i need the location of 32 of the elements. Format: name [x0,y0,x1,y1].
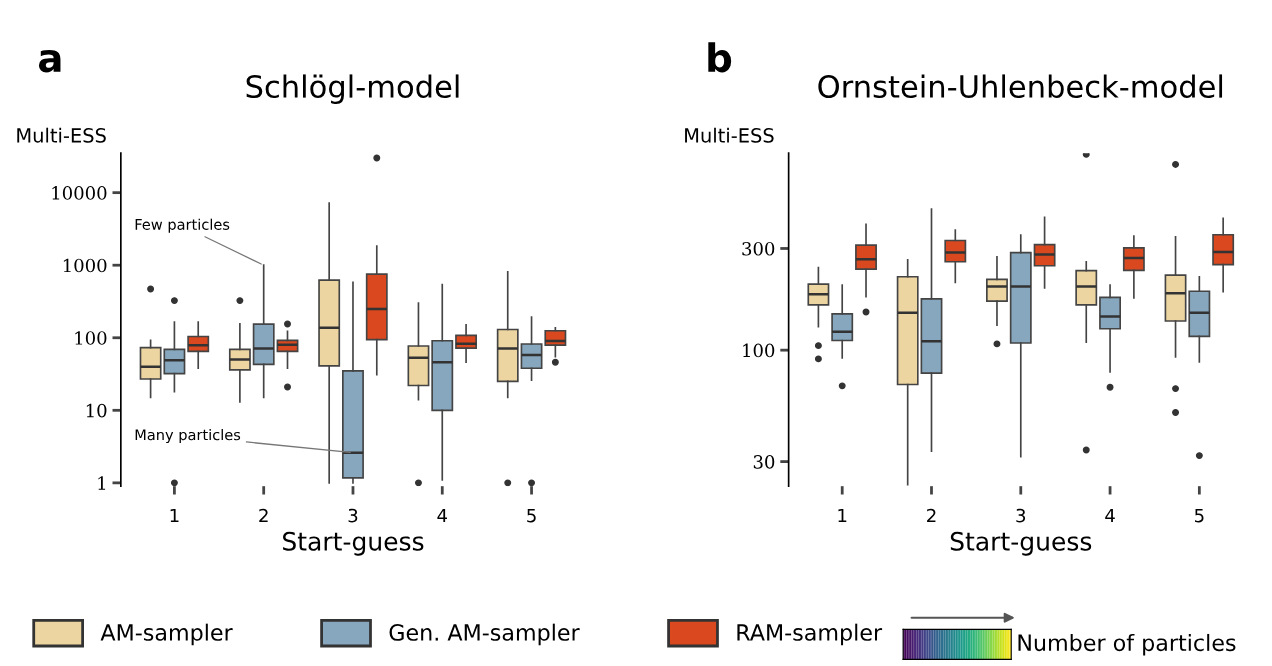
annotation: Many particles [135,428,241,444]
legend-label: AM-sampler [100,623,233,646]
annotation: Few particles [135,218,230,233]
text: b [708,42,732,73]
y-tick-label: 1000 [63,258,107,273]
x-tick-label: 4 [437,508,447,523]
x-tick-label: 4 [1105,508,1115,523]
x-axis-title: Start-guess [283,531,424,556]
y-tick-label: 10000 [52,186,107,200]
text: a [38,50,61,73]
x-tick-label: 3 [1016,508,1026,523]
x-tick-label: 5 [1195,508,1204,523]
x-tick-label: 5 [527,508,536,523]
x-tick-label: 2 [927,508,936,523]
x-tick-label: 1 [838,508,847,523]
chart-title: Ornstein-Uhlenbeck-model [818,74,1223,99]
y-axis-title: Multi-ESS [685,127,774,143]
y-tick-label: 100 [75,331,107,345]
x-tick-label: 1 [170,508,179,523]
y-tick-label: 30 [753,455,775,469]
x-tick-label: 3 [348,508,358,523]
color-bar-title: Number of particles [1018,633,1236,656]
y-tick-label: 1 [98,476,106,490]
x-tick-label: 2 [259,508,268,523]
y-tick-label: 300 [742,241,775,256]
y-tick-label: 10 [86,403,107,418]
legend-label: Gen. AM-sampler [389,623,580,646]
x-axis-title: Start-guess [950,531,1092,556]
y-axis-title: Multi-ESS [17,127,106,143]
y-tick-label: 100 [743,343,775,358]
chart-title: Schlögl-model [246,74,459,104]
legend-label: RAM-sampler [737,623,883,646]
